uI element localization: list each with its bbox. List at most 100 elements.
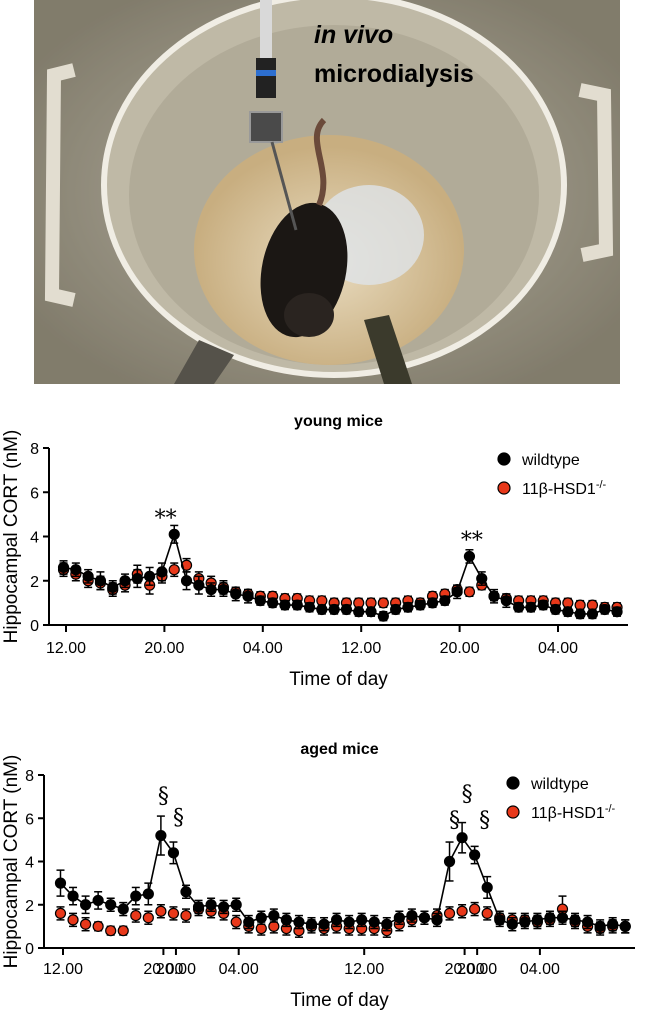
data-point-wildtype [390,603,402,616]
data-point-knockout [117,925,129,937]
data-point-wildtype [280,914,292,926]
data-point-wildtype [291,599,303,611]
data-point-wildtype [57,561,70,574]
photo-caption-line1: in vivo [314,21,393,49]
x-tick-label: 04.00 [538,640,578,657]
legend-label: wildtype [521,452,580,469]
y-tick-label: 8 [25,768,34,785]
data-point-wildtype [243,916,255,928]
data-point-wildtype [537,599,549,611]
data-point-wildtype [303,601,316,613]
significance-marker: § [449,808,460,833]
data-point-wildtype [469,849,481,861]
data-point-wildtype [217,584,230,596]
data-point-wildtype [70,564,82,576]
legend-marker [497,452,511,466]
significance-marker: § [158,784,169,809]
data-point-wildtype [343,916,355,928]
data-point-wildtype [356,914,368,926]
data-point-knockout [130,909,142,922]
x-tick-label: 12.00 [344,961,384,978]
series-line-wildtype [63,531,618,618]
data-point-wildtype [180,575,193,587]
data-point-wildtype [619,920,631,932]
data-point-wildtype [67,890,79,902]
data-point-wildtype [488,590,500,602]
data-point-wildtype [205,899,217,911]
data-point-wildtype [607,918,619,930]
data-point-wildtype [230,588,242,600]
legend-marker [506,805,520,819]
data-point-wildtype [168,528,180,540]
series-line-wildtype [59,833,626,928]
data-point-wildtype [368,916,380,928]
data-point-wildtype [119,575,131,587]
data-point-knockout [67,914,79,926]
y-tick-label: 0 [25,941,34,958]
data-point-wildtype [393,912,405,924]
data-point-wildtype [500,595,512,607]
x-tick-label: 04.00 [243,640,283,657]
x-tick-label: 20.00 [156,961,196,978]
data-point-wildtype [544,912,556,924]
significance-marker: ** [461,529,483,554]
legend-label-text: wildtype [521,452,580,469]
data-point-wildtype [267,597,279,609]
y-tick-label: 4 [30,530,39,547]
y-axis-label: Hippocampal CORT (nM) [1,755,22,969]
data-point-wildtype [418,912,431,924]
data-point-wildtype [54,877,67,889]
data-point-wildtype [318,918,330,930]
data-point-wildtype [279,599,291,611]
data-point-wildtype [254,595,266,607]
significance-marker: § [479,808,490,833]
y-axis-label: Hippocampal CORT (nM) [1,430,22,644]
significance-marker: § [173,806,184,831]
y-tick-label: 2 [30,574,39,591]
data-point-wildtype [562,606,574,618]
chart-young-mice: young mice 0 2 4 6 8 12.00 20.00 04.00 12.00 20.00… [1,413,628,690]
data-point-wildtype [549,603,562,616]
data-point-wildtype [94,575,107,587]
y-tick-label: 6 [25,811,34,828]
x-tick-label: 20.00 [445,961,485,978]
data-point-knockout [167,907,180,919]
microdialysis-photo: in vivo microdialysis [34,0,620,384]
data-point-wildtype [519,916,531,928]
data-point-wildtype [365,606,377,618]
x-tick-label: 20.00 [144,640,184,657]
data-point-wildtype [218,901,230,913]
x-tick-label: 12.00 [341,640,381,657]
y-tick-label: 0 [30,618,39,635]
data-point-wildtype [105,899,117,911]
chart-title: young mice [294,413,383,430]
data-point-wildtype [180,886,192,898]
data-point-wildtype [92,894,104,907]
data-point-wildtype [107,581,119,593]
y-tick-label: 6 [30,485,39,502]
chart-title: aged mice [300,741,378,758]
data-point-wildtype [353,606,365,618]
data-point-wildtype [611,606,623,618]
x-tick-label: 20.00 [457,961,497,978]
data-point-wildtype [506,918,518,930]
data-point-knockout [463,586,476,598]
x-tick-label: 12.00 [43,961,83,978]
data-point-wildtype [205,584,217,596]
data-point-knockout [230,916,242,928]
data-point-wildtype [230,899,242,911]
data-point-wildtype [144,570,156,582]
legend-superscript: -/- [605,803,616,815]
data-point-knockout [443,907,456,919]
data-point-wildtype [594,920,606,932]
legend-label-text: 11β-HSD1 [522,481,596,498]
data-point-wildtype [525,601,537,613]
data-point-wildtype [117,903,129,915]
data-point-wildtype [130,890,142,902]
data-point-wildtype [494,914,506,926]
data-point-knockout [456,905,468,917]
data-point-wildtype [581,916,594,928]
legend-marker [506,776,520,790]
data-point-wildtype [155,829,167,842]
